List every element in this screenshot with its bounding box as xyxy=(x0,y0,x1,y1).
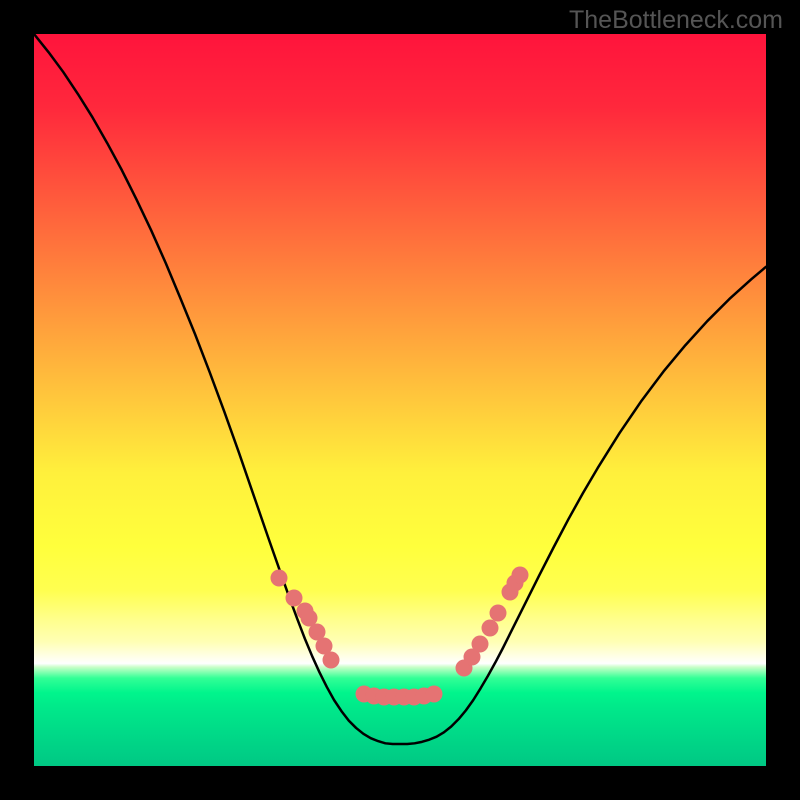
data-marker xyxy=(482,620,499,637)
data-marker xyxy=(271,570,288,587)
data-marker xyxy=(286,590,303,607)
chart-frame: TheBottleneck.com xyxy=(0,0,800,800)
watermark-text: TheBottleneck.com xyxy=(569,6,783,35)
data-marker xyxy=(323,652,340,669)
bottleneck-curve-chart xyxy=(34,34,766,766)
data-marker xyxy=(472,636,489,653)
data-marker xyxy=(512,567,529,584)
data-marker xyxy=(490,605,507,622)
gradient-background xyxy=(34,34,766,766)
data-marker xyxy=(426,686,443,703)
